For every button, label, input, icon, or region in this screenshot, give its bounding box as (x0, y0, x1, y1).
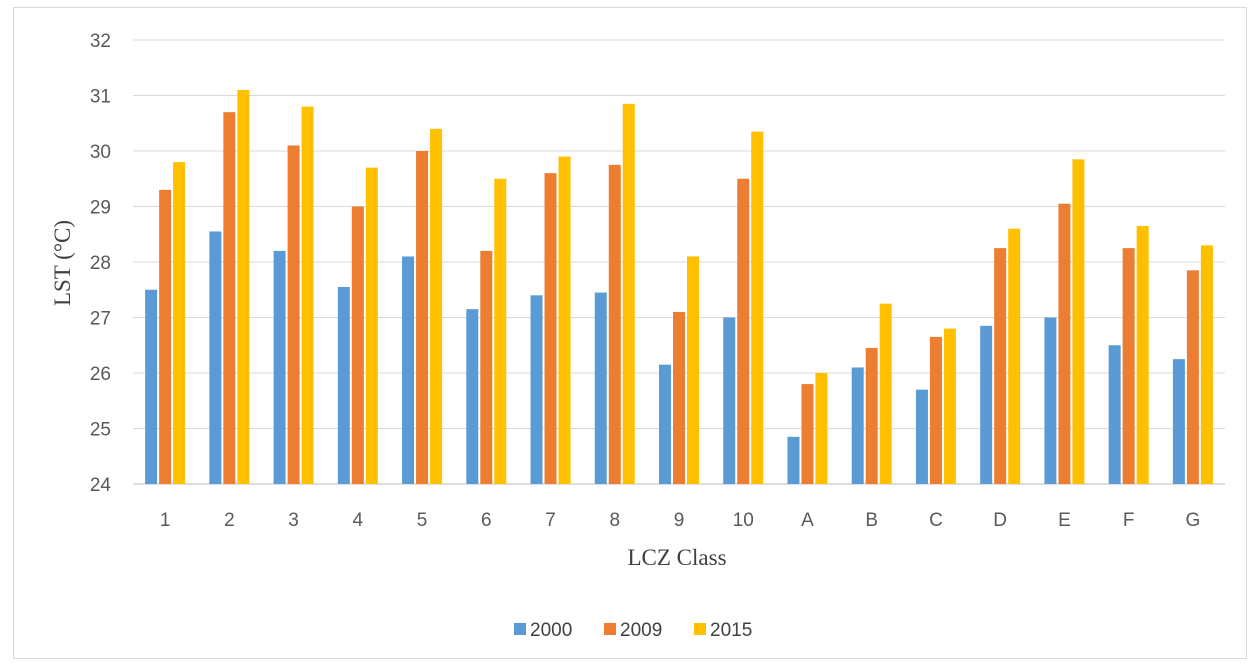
x-tick-label: 1 (160, 510, 171, 531)
x-tick-label: D (993, 510, 1007, 531)
bar-2009-6 (480, 250, 493, 484)
y-tick-label: 24 (90, 475, 112, 496)
bar-2000-D (980, 325, 993, 484)
y-axis-ticks: 24 25 26 27 28 29 30 31 32 (90, 31, 112, 496)
legend-label: 2009 (620, 620, 662, 641)
bar-2015-9 (687, 256, 699, 484)
bar-2015-C (943, 328, 956, 484)
bar-2015-4 (365, 167, 378, 484)
bar-2009-3 (287, 145, 300, 484)
bar-2000-2 (209, 231, 222, 484)
bar-2000-9 (659, 364, 671, 484)
bar-2009-1 (159, 189, 172, 484)
bar-2015-10 (751, 131, 764, 484)
gridlines (133, 39, 1225, 485)
bar-2000-G (1172, 359, 1185, 484)
bar-2009-9 (673, 311, 685, 484)
bar-2015-G (1200, 245, 1213, 484)
x-tick-label: 8 (609, 510, 620, 531)
bar-2015-2 (237, 89, 250, 484)
legend-swatch-2009 (604, 623, 616, 635)
bar-2015-6 (494, 178, 507, 484)
y-tick-label: 26 (90, 364, 111, 385)
bar-2000-8 (594, 292, 607, 484)
y-tick-label: 32 (90, 31, 111, 52)
legend: 2000 2009 2015 (514, 620, 752, 641)
x-tick-label: A (801, 510, 814, 531)
x-tick-label: 5 (417, 510, 428, 531)
bar-2000-F (1108, 345, 1121, 484)
x-tick-label: F (1123, 510, 1135, 531)
bar-2009-4 (351, 206, 364, 484)
bar-2000-5 (402, 256, 415, 484)
bar-2015-F (1136, 225, 1149, 485)
x-tick-label: E (1058, 510, 1071, 531)
bar-2009-10 (737, 178, 750, 484)
bar-2015-D (1008, 228, 1021, 484)
bar-2009-8 (608, 164, 621, 484)
legend-swatch-2000 (514, 623, 526, 635)
bar-2000-A (787, 436, 800, 484)
bar-2000-10 (723, 317, 736, 484)
x-tick-label: 3 (288, 510, 299, 531)
legend-swatch-2015 (694, 623, 706, 635)
bar-2009-F (1122, 248, 1135, 484)
bar-2000-4 (337, 286, 350, 484)
x-tick-label: 9 (674, 510, 685, 531)
bar-2015-8 (622, 103, 635, 484)
bar-2015-E (1072, 159, 1085, 484)
y-tick-label: 30 (90, 142, 111, 163)
bar-2009-E (1058, 203, 1071, 484)
bar-2000-E (1044, 317, 1057, 484)
y-tick-label: 27 (90, 309, 111, 330)
bar-2015-A (815, 373, 828, 484)
bar-2009-B (865, 348, 878, 484)
bar-2015-5 (430, 128, 443, 485)
bar-2015-B (879, 303, 892, 484)
y-axis-title: LST (°C) (50, 220, 75, 306)
bar-2000-1 (145, 289, 158, 484)
bar-2009-G (1186, 270, 1199, 484)
x-tick-label: 7 (545, 510, 556, 531)
bar-2000-3 (273, 250, 286, 484)
bars (145, 89, 1213, 485)
legend-label: 2015 (710, 620, 752, 641)
x-tick-label: 10 (733, 510, 754, 531)
bar-2009-A (801, 384, 814, 484)
bar-2000-6 (466, 309, 479, 484)
bar-2009-D (994, 248, 1007, 484)
bar-2015-3 (301, 106, 314, 484)
bar-2015-1 (173, 162, 186, 484)
bar-2009-7 (544, 173, 557, 484)
y-tick-label: 31 (90, 87, 111, 108)
x-tick-label: 6 (481, 510, 492, 531)
x-tick-label: 4 (353, 510, 364, 531)
y-tick-label: 28 (90, 253, 111, 274)
x-tick-label: G (1185, 510, 1200, 531)
bar-2009-2 (223, 112, 236, 485)
y-tick-label: 29 (90, 198, 111, 219)
bar-2000-B (851, 367, 864, 484)
bar-2009-5 (416, 151, 429, 484)
bar-2000-7 (530, 295, 543, 484)
bar-2015-7 (558, 156, 571, 485)
bar-2000-C (915, 389, 928, 484)
y-tick-label: 25 (90, 420, 111, 441)
bar-2009-C (929, 336, 942, 484)
x-tick-label: B (865, 510, 878, 531)
x-tick-label: C (929, 510, 943, 531)
legend-label: 2000 (530, 620, 572, 641)
x-axis-title: LCZ Class (627, 545, 726, 570)
x-axis-ticks: 1 2 3 4 5 6 7 8 9 10 A B C D E F G (160, 510, 1200, 531)
x-tick-label: 2 (224, 510, 235, 531)
